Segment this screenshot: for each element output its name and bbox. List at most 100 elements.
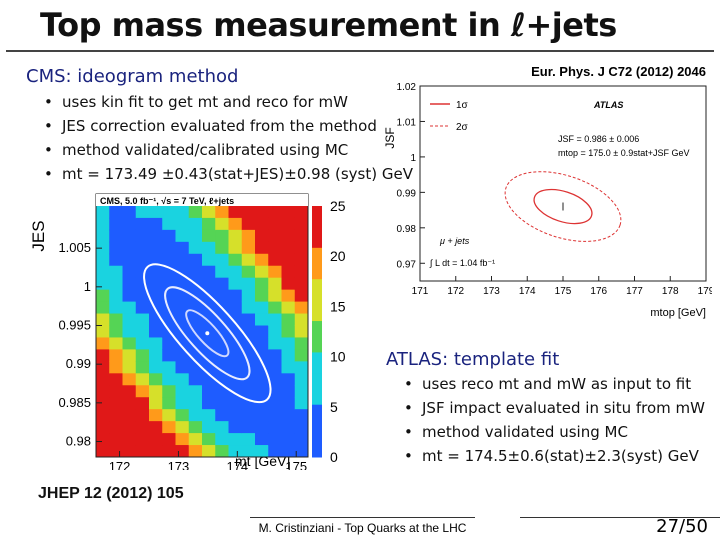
heatmap-cell	[162, 421, 176, 434]
heatmap-cell	[96, 373, 110, 386]
heatmap-cell	[202, 217, 216, 231]
heatmap-cell	[149, 205, 163, 219]
heatmap-cell	[281, 373, 296, 386]
heatmap-cell	[281, 205, 296, 219]
heatmap-cell	[281, 361, 296, 374]
atlas-x-tick-label: 178	[662, 286, 679, 297]
heatmap-cell	[202, 277, 216, 291]
heatmap-cell	[294, 253, 309, 267]
heatmap-cell	[122, 313, 137, 326]
atlas-label: ATLAS	[593, 100, 623, 110]
heatmap-cell	[281, 409, 296, 422]
heatmap-cell	[188, 205, 203, 219]
heatmap-cell	[96, 325, 110, 338]
heatmap-cell	[202, 205, 216, 219]
heatmap-cell	[215, 265, 229, 279]
heatmap-cell	[202, 229, 216, 243]
heatmap-cell	[109, 217, 123, 231]
heatmap-cell	[255, 313, 269, 326]
heatmap-cell	[122, 433, 137, 446]
heatmap-cell	[96, 301, 110, 315]
heatmap-cell	[109, 409, 123, 422]
footer-text: M. Cristinziani - Top Quarks at the LHC	[250, 517, 475, 540]
heatmap-cell	[109, 385, 123, 398]
heatmap-cell	[241, 205, 256, 219]
heatmap-cell	[255, 277, 269, 291]
heatmap-cell	[294, 373, 309, 386]
atlas-jsf-mtop-plot: Eur. Phys. J C72 (2012) 2046 JSF mtop [G…	[383, 64, 712, 319]
heatmap-cell	[294, 421, 309, 434]
heatmap-cell	[215, 205, 229, 219]
heatmap-cell	[294, 385, 309, 398]
heatmap-cell	[202, 361, 216, 374]
heatmap-cell	[241, 445, 256, 458]
heatmap-cell	[228, 313, 243, 326]
heatmap-cell	[268, 289, 282, 303]
heatmap-cell	[135, 397, 150, 410]
atlas-lumi-label: ∫ L dt = 1.04 fb⁻¹	[429, 258, 495, 268]
heatmap-cell	[109, 277, 123, 291]
heatmap-cell	[215, 289, 229, 303]
heatmap-cell	[109, 289, 123, 303]
heatmap-cell	[149, 421, 163, 434]
heatmap-cell	[188, 421, 203, 434]
heatmap-cell	[149, 217, 163, 231]
colorbar-segment	[312, 300, 322, 312]
heatmap-cell	[149, 409, 163, 422]
heatmap-cell	[268, 397, 282, 410]
heatmap-cell	[215, 421, 229, 434]
cms-ideogram-plot: JES mt [GeV] 172 173 174 1750.980.9850.990.…	[29, 193, 346, 470]
heatmap-cell	[241, 253, 256, 267]
cms-y-tick-label: 0.98	[66, 434, 91, 449]
atlas-x-tick-label: 174	[519, 286, 536, 297]
heatmap-cell	[228, 289, 243, 303]
heatmap-cell	[241, 277, 256, 291]
heatmap-cell	[281, 385, 296, 398]
cms-y-tick-label: 1.005	[58, 240, 91, 255]
atlas-reference: Eur. Phys. J C72 (2012) 2046	[531, 64, 706, 79]
cms-y-tick-label: 1	[84, 279, 91, 294]
atlas-bullet: uses reco mt and mW as input to fit	[400, 372, 705, 396]
heatmap-cell	[215, 397, 229, 410]
heatmap-cell	[188, 433, 203, 446]
heatmap-cell	[135, 217, 150, 231]
heatmap-cell	[241, 301, 256, 315]
heatmap-cell	[281, 277, 296, 291]
heatmap-cell	[228, 241, 243, 255]
heatmap-cell	[215, 337, 229, 350]
heatmap-cell	[281, 397, 296, 410]
heatmap-cell	[202, 313, 216, 326]
heatmap-cell	[175, 289, 190, 303]
contour-3-sigma	[143, 263, 272, 404]
heatmap-cell	[255, 445, 269, 458]
heatmap-cell	[294, 289, 309, 303]
colorbar-tick-label: 25	[330, 198, 346, 214]
heatmap-cell	[294, 409, 309, 422]
heatmap-cell	[149, 265, 163, 279]
heatmap-cell	[241, 325, 256, 338]
heatmap-cell	[255, 409, 269, 422]
colorbar-segment	[312, 268, 322, 280]
heatmap-cell	[109, 397, 123, 410]
cms-bullet: method validated/calibrated using MC	[40, 138, 413, 162]
heatmap-cell	[122, 205, 137, 219]
heatmap-cell	[135, 301, 150, 315]
heatmap-cell	[109, 265, 123, 279]
heatmap-cell	[255, 373, 269, 386]
heatmap-cell	[175, 253, 190, 267]
colorbar-segment	[312, 425, 322, 437]
heatmap-cell	[162, 409, 176, 422]
heatmap-cell	[135, 373, 150, 386]
cms-y-tick-label: 0.99	[66, 356, 91, 371]
heatmap-cell	[188, 253, 203, 267]
atlas-x-tick-label: 175	[555, 286, 572, 297]
heatmap-cell	[149, 253, 163, 267]
heatmap-cell	[96, 409, 110, 422]
heatmap-cell	[294, 277, 309, 291]
heatmap-cell	[162, 385, 176, 398]
heatmap-cell	[149, 445, 163, 458]
heatmap-cell	[241, 373, 256, 386]
colorbar-segment	[312, 404, 322, 416]
heatmap-cell	[281, 301, 296, 315]
heatmap-cell	[149, 241, 163, 255]
